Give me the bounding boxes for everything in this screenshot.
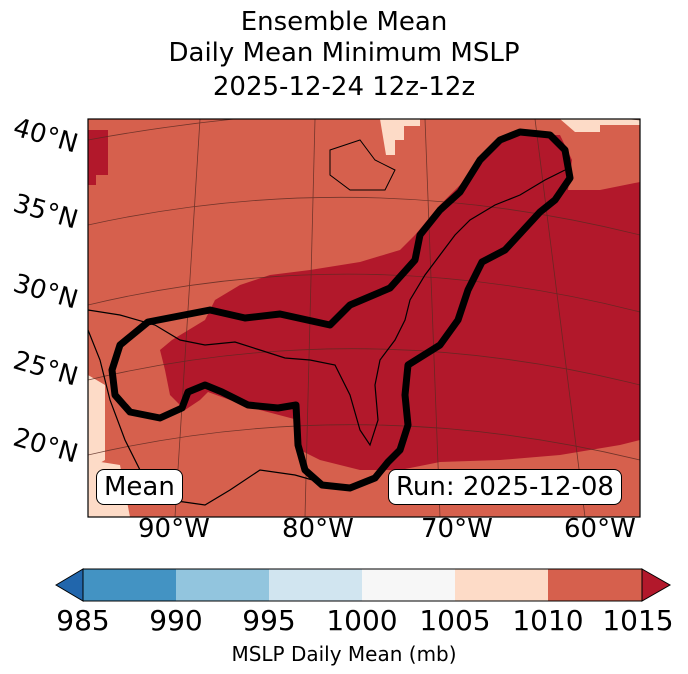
- colorbar-frame: [82, 568, 643, 602]
- lon-label-70w: 70°W: [421, 514, 493, 544]
- field-1005-1010-north: [380, 119, 420, 155]
- colorbar-label: MSLP Daily Mean (mb): [231, 642, 457, 666]
- coastline: [88, 169, 566, 447]
- colorbar-tick-985: 985: [56, 604, 110, 637]
- run-label: Run: 2025-12-08: [388, 469, 622, 505]
- field-1015-northwest: [88, 130, 108, 185]
- colorbar-tick-1000: 1000: [326, 604, 398, 637]
- lon-label-80w: 80°W: [282, 514, 354, 544]
- field-1005-1010-northeast: [560, 119, 640, 132]
- colorbar-tick-995: 995: [242, 604, 296, 637]
- colorbar-bin-985-990: [83, 569, 176, 601]
- colorbar-bin-1005-1010: [455, 569, 548, 601]
- mean-label: Mean: [96, 469, 183, 505]
- title-line-1: Ensemble Mean: [240, 7, 448, 37]
- colorbar-bin-990-995: [176, 569, 269, 601]
- colorbar-extend-high: [641, 568, 672, 602]
- gridlines: [88, 119, 640, 517]
- colorbar-tick-1005: 1005: [419, 604, 491, 637]
- map-field: [88, 119, 640, 517]
- great-lakes-coast: [329, 139, 396, 191]
- map-frame: [87, 118, 641, 518]
- colorbar-bin-995-1000: [269, 569, 362, 601]
- field-1005-1010-west: [88, 375, 105, 470]
- field-1015-plus: [160, 135, 640, 470]
- colorbar-bin-1000-1005: [362, 569, 455, 601]
- lon-label-60w: 60°W: [564, 514, 636, 544]
- colorbar-bin-1010-1015: [548, 569, 642, 601]
- colorbar-tick-1015: 1015: [602, 604, 674, 637]
- lon-label-90w: 90°W: [138, 514, 210, 544]
- colorbar-tick-990: 990: [149, 604, 203, 637]
- title-line-2: Daily Mean Minimum MSLP: [168, 38, 520, 68]
- colorbar: [55, 568, 672, 602]
- colorbar-extend-low: [55, 568, 84, 602]
- colorbar-tick-1010: 1010: [512, 604, 584, 637]
- title-line-3: 2025-12-24 12z-12z: [212, 72, 476, 102]
- mslp-contour: [108, 128, 574, 492]
